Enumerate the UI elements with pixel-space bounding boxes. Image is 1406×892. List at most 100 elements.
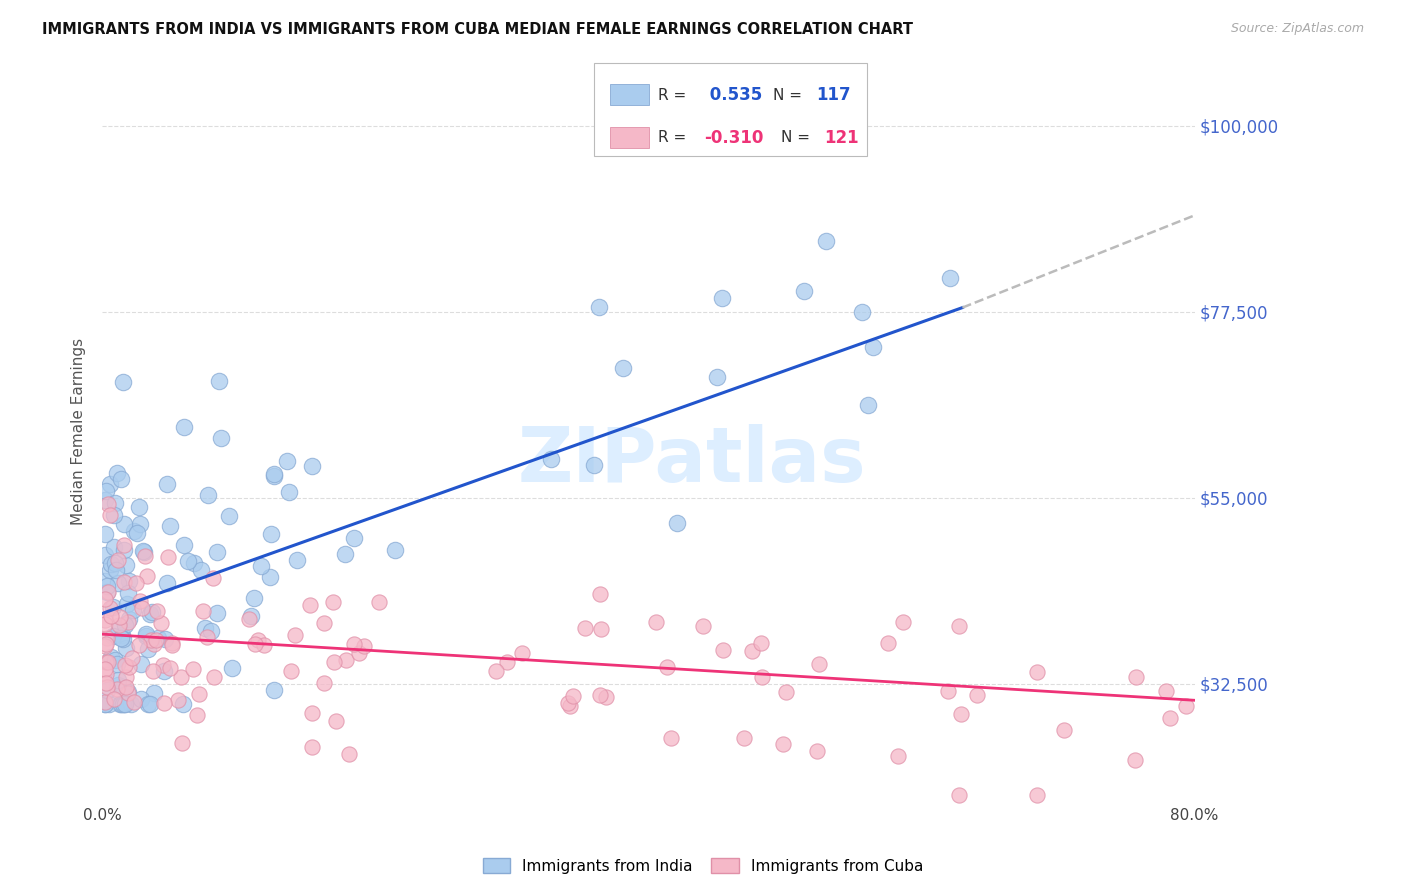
Point — [112, 698, 135, 712]
Point — [1026, 789, 1049, 803]
Point — [142, 685, 165, 699]
Point — [96, 579, 118, 593]
Point — [353, 640, 375, 654]
Point — [190, 563, 212, 577]
Point — [200, 624, 222, 639]
Point — [138, 607, 160, 622]
FancyBboxPatch shape — [610, 84, 650, 104]
Point — [751, 670, 773, 684]
Point — [104, 563, 127, 577]
Point — [659, 731, 682, 746]
Point — [128, 594, 150, 608]
Point — [112, 575, 135, 590]
Point — [94, 614, 117, 628]
Point — [114, 617, 136, 632]
Point — [105, 657, 128, 671]
Point — [249, 558, 271, 573]
Point — [540, 452, 562, 467]
Point — [263, 468, 285, 483]
Point — [557, 696, 579, 710]
Point — [105, 467, 128, 481]
Point — [277, 484, 299, 499]
Point — [966, 688, 988, 702]
Point — [253, 638, 276, 652]
Point — [104, 556, 127, 570]
Point — [939, 270, 962, 285]
Point — [112, 516, 135, 531]
Point — [242, 591, 264, 606]
Point — [103, 629, 125, 643]
Point — [112, 698, 135, 712]
Point — [117, 574, 139, 589]
Point — [98, 477, 121, 491]
Point — [172, 698, 194, 712]
Point — [245, 637, 267, 651]
Text: N =: N = — [780, 130, 814, 145]
Point — [793, 284, 815, 298]
Point — [117, 685, 139, 699]
Point — [562, 689, 585, 703]
Point — [114, 698, 136, 712]
Point — [118, 612, 141, 626]
Point — [96, 680, 118, 694]
Point — [160, 636, 183, 650]
Point — [280, 664, 302, 678]
Point — [120, 698, 142, 712]
Point — [128, 639, 150, 653]
Point — [145, 632, 167, 647]
Point — [856, 398, 879, 412]
Point — [595, 690, 617, 704]
Point — [706, 369, 728, 384]
Point — [710, 291, 733, 305]
Point — [644, 615, 666, 630]
Point — [94, 656, 117, 670]
Point — [94, 574, 117, 588]
Point — [193, 621, 215, 635]
Point — [134, 549, 156, 563]
Point — [177, 553, 200, 567]
Point — [733, 731, 755, 745]
Point — [94, 695, 117, 709]
Point — [110, 698, 132, 712]
Point — [94, 548, 117, 562]
Point — [139, 698, 162, 712]
Point — [156, 576, 179, 591]
Text: -0.310: -0.310 — [704, 128, 763, 147]
Point — [94, 675, 117, 690]
Point — [741, 644, 763, 658]
Point — [314, 615, 336, 630]
Point — [582, 458, 605, 473]
Point — [322, 595, 344, 609]
Point — [103, 540, 125, 554]
Point — [115, 680, 138, 694]
Point — [808, 657, 831, 672]
Point — [384, 543, 406, 558]
Text: 121: 121 — [824, 128, 859, 147]
Point — [111, 680, 134, 694]
Point — [591, 622, 613, 636]
Point — [167, 693, 190, 707]
Point — [103, 692, 125, 706]
Point — [183, 556, 205, 570]
Point — [205, 544, 228, 558]
Point — [263, 683, 285, 698]
Point — [259, 570, 281, 584]
Point — [117, 597, 139, 611]
Point — [131, 601, 153, 615]
Point — [97, 585, 120, 599]
Point — [107, 552, 129, 566]
Point — [1052, 723, 1074, 737]
Point — [112, 543, 135, 558]
Point — [115, 558, 138, 573]
Point — [159, 661, 181, 675]
Point — [335, 653, 357, 667]
Point — [107, 576, 129, 591]
Point — [100, 600, 122, 615]
Point — [100, 563, 122, 577]
Point — [1123, 753, 1146, 767]
Point — [205, 606, 228, 620]
Point — [333, 547, 356, 561]
FancyBboxPatch shape — [610, 127, 650, 147]
Point — [152, 657, 174, 672]
Point — [1125, 670, 1147, 684]
